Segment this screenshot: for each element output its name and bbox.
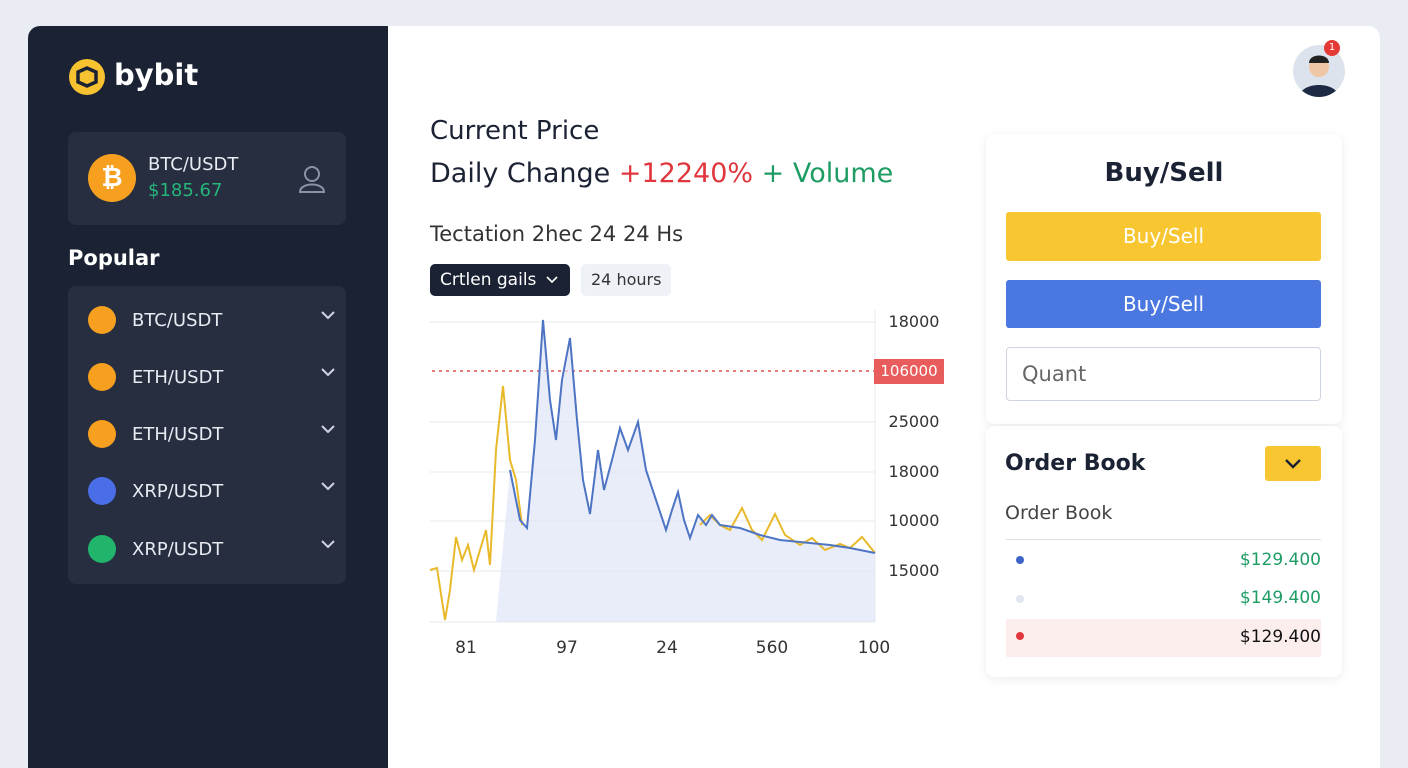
order-book-toggle[interactable]: [1265, 446, 1321, 481]
pair-name: BTC/USDT: [132, 309, 223, 331]
dropdown-label: Crtlen gails: [440, 270, 537, 290]
y-label: 10000: [888, 511, 940, 530]
divider: [1006, 539, 1321, 540]
user-icon: [298, 166, 326, 193]
sidebar: bybit ₿ BTC/USDT $185.67 Popular BTC/USD…: [28, 26, 388, 768]
quantity-input[interactable]: Quant: [1006, 347, 1321, 401]
section-title: Popular: [68, 246, 160, 270]
pair-list: BTC/USDT ETH/USDT ETH/USDT XRP/USDT XRP/…: [68, 286, 346, 584]
logo-icon: [69, 59, 105, 95]
order-book-subtitle: Order Book: [1005, 502, 1113, 524]
btc-icon: ₿: [88, 154, 136, 202]
pair-name: ETH/USDT: [132, 366, 224, 388]
pair-name: XRP/USDT: [132, 538, 224, 560]
order-row: $129.400: [1006, 619, 1321, 657]
title: Current Price: [430, 116, 600, 146]
pair-item[interactable]: XRP/USDT: [88, 471, 335, 511]
trade-panel: [986, 134, 1342, 424]
notification-badge: 1: [1324, 40, 1340, 56]
pair-name: XRP/USDT: [132, 480, 224, 502]
logo: bybit: [114, 58, 199, 92]
dropdown[interactable]: Crtlen gails: [430, 264, 571, 296]
change-value: +12240%: [618, 158, 754, 189]
y-label: 18000: [888, 462, 940, 481]
current-pair-card[interactable]: ₿ BTC/USDT $185.67: [68, 132, 346, 225]
y-label: 15000: [888, 561, 940, 580]
pair-item[interactable]: ETH/USDT: [88, 357, 335, 397]
x-label: 97: [556, 638, 578, 658]
panel-title: Buy/Sell: [1104, 158, 1224, 188]
order-row: $149.400: [1006, 580, 1321, 618]
x-label: 81: [455, 638, 477, 658]
price: $185.67: [148, 180, 223, 201]
price-marker: 106000: [874, 359, 944, 384]
change-suffix: + Volume: [761, 158, 894, 189]
x-label: 100: [857, 638, 891, 658]
order-book-title: Order Book: [1005, 451, 1146, 476]
change-label: Daily Change: [430, 158, 611, 189]
order-price: $129.400: [1239, 627, 1321, 647]
caption: Tectation 2hec 24 24 Hs: [430, 222, 684, 246]
order-row: $129.400: [1006, 542, 1321, 580]
x-label: 24: [656, 638, 678, 658]
order-price: $129.400: [1239, 550, 1321, 570]
change-line: Daily Change +12240% + Volume: [430, 158, 893, 189]
pair-name: ETH/USDT: [132, 423, 224, 445]
x-label: 560: [755, 638, 789, 658]
pair-item[interactable]: ETH/USDT: [88, 414, 335, 454]
pair: BTC/USDT: [148, 154, 239, 175]
sell-button[interactable]: Buy/Sell: [1006, 280, 1321, 328]
avatar[interactable]: [1293, 45, 1345, 97]
order-price: $149.400: [1239, 588, 1321, 608]
buy-button[interactable]: Buy/Sell: [1006, 212, 1321, 261]
range-button[interactable]: 24 hours: [581, 264, 672, 296]
pair-item[interactable]: BTC/USDT: [88, 300, 335, 340]
y-label: 25000: [888, 412, 940, 431]
y-label: 18000: [888, 312, 940, 331]
pair-item[interactable]: XRP/USDT: [88, 529, 335, 569]
